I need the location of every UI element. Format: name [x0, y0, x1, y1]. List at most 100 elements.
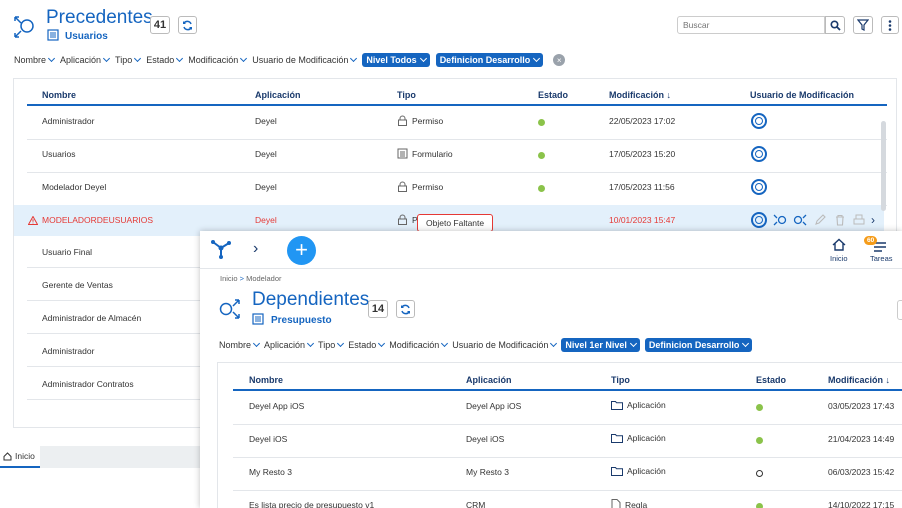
filter-usuario-modificacion[interactable]: Usuario de Modificación	[252, 55, 356, 65]
clear-filter-button[interactable]	[853, 16, 873, 34]
definition-filter-pill[interactable]: Definicion Desarrollo	[644, 338, 753, 352]
level-filter-pill[interactable]: Nivel 1er Nivel	[561, 338, 640, 352]
dependents-action-icon[interactable]	[793, 214, 807, 226]
row-app: My Resto 3	[466, 467, 509, 477]
row-name: Administrador	[42, 116, 95, 126]
table-row[interactable]: Usuarios Deyel Formulario 17/05/2023 15:…	[27, 139, 887, 172]
breadcrumb-item-inicio[interactable]: Inicio	[220, 274, 238, 283]
row-name: Deyel iOS	[249, 434, 288, 444]
delete-icon[interactable]	[834, 214, 846, 226]
print-icon[interactable]	[853, 214, 865, 226]
user-avatar[interactable]	[751, 146, 767, 162]
row-name: Modelador Deyel	[42, 182, 107, 192]
row-name: Deyel App iOS	[249, 401, 305, 411]
column-header-aplicacion[interactable]: Aplicación	[255, 90, 301, 100]
dependientes-table: Nombre Aplicación Tipo Estado Modificaci…	[217, 362, 902, 508]
filter-tipo[interactable]: Tipo	[115, 55, 140, 65]
table-row[interactable]: Deyel iOS Deyel iOS Aplicación 21/04/202…	[233, 424, 902, 457]
form-icon	[47, 29, 59, 41]
precedents-graph-icon	[12, 14, 36, 40]
chevron-right-icon[interactable]: ›	[871, 213, 875, 227]
row-name: Administrador Contratos	[42, 379, 134, 389]
filter-nombre[interactable]: Nombre	[219, 340, 259, 350]
folder-icon	[611, 400, 623, 410]
table-row[interactable]: Deyel App iOS Deyel App iOS Aplicación 0…	[233, 391, 902, 424]
table-row[interactable]: Es lista precio de presupuesto v1 CRM Re…	[233, 490, 902, 508]
row-date: 10/01/2023 15:47	[609, 215, 676, 225]
user-avatar[interactable]	[751, 212, 767, 228]
filter-modificacion[interactable]: Modificación	[188, 55, 246, 65]
more-options-button[interactable]	[881, 16, 899, 34]
filter-aplicacion[interactable]: Aplicación	[264, 340, 313, 350]
tareas-nav-button[interactable]: 60 Tareas	[864, 235, 896, 265]
column-header-estado[interactable]: Estado	[538, 90, 569, 100]
column-header-tipo[interactable]: Tipo	[397, 90, 416, 100]
table-row[interactable]: My Resto 3 My Resto 3 Aplicación 06/03/2…	[233, 457, 902, 490]
refresh-button[interactable]	[178, 16, 197, 34]
refresh-button[interactable]	[396, 300, 415, 318]
row-name: Gerente de Ventas	[42, 280, 113, 290]
definition-filter-pill[interactable]: Definicion Desarrollo	[435, 53, 544, 67]
status-dot	[538, 185, 545, 192]
clear-filters-icon[interactable]: ×	[553, 54, 566, 66]
column-header-modificacion[interactable]: Modificación ↓	[828, 375, 891, 385]
page-subtitle: Presupuesto	[271, 315, 332, 326]
deyel-logo-icon[interactable]	[210, 239, 232, 259]
search-box-edge[interactable]	[897, 300, 902, 320]
inicio-nav-button[interactable]: Inicio	[830, 238, 850, 264]
precedents-action-icon[interactable]	[773, 214, 787, 226]
column-header-estado[interactable]: Estado	[756, 375, 787, 385]
column-header-aplicacion[interactable]: Aplicación	[466, 375, 512, 385]
filter-tipo[interactable]: Tipo	[318, 340, 343, 350]
row-app: Deyel iOS	[466, 434, 505, 444]
search-button[interactable]	[825, 16, 845, 34]
column-header-modificacion[interactable]: Modificación ↓	[609, 90, 672, 100]
row-type: Aplicación	[611, 433, 666, 443]
row-date: 14/10/2022 17:15	[828, 500, 895, 508]
row-name: Administrador	[42, 346, 95, 356]
breadcrumb-item-modelador[interactable]: Modelador	[246, 274, 282, 283]
row-app: Deyel	[255, 215, 277, 225]
scrollbar[interactable]	[881, 121, 886, 211]
expand-menu-icon[interactable]: ›	[253, 240, 259, 257]
filter-estado[interactable]: Estado	[146, 55, 182, 65]
rule-icon	[611, 499, 621, 508]
table-row[interactable]: Administrador Deyel Permiso 22/05/2023 1…	[27, 106, 887, 139]
row-name: Usuario Final	[42, 247, 93, 257]
column-header-nombre[interactable]: Nombre	[249, 375, 284, 385]
filter-nombre[interactable]: Nombre	[14, 55, 54, 65]
row-type: Aplicación	[611, 466, 666, 476]
row-app: Deyel	[255, 182, 277, 192]
sort-down-icon: ↓	[666, 90, 672, 100]
filter-estado[interactable]: Estado	[348, 340, 384, 350]
status-dot	[756, 503, 763, 508]
column-header-tipo[interactable]: Tipo	[611, 375, 630, 385]
status-dot	[538, 119, 545, 126]
count-badge: 14	[368, 300, 388, 318]
filter-bar: Nombre Aplicación Tipo Estado Modificaci…	[219, 338, 753, 352]
edit-icon[interactable]	[814, 214, 826, 226]
table-row[interactable]: Modelador Deyel Deyel Permiso 17/05/2023…	[27, 172, 887, 205]
dependents-graph-icon	[219, 297, 241, 321]
new-button[interactable]: +	[287, 236, 316, 265]
row-name: Administrador de Almacén	[42, 313, 142, 323]
filter-aplicacion[interactable]: Aplicación	[60, 55, 109, 65]
status-dot	[756, 404, 763, 411]
row-app: Deyel App iOS	[466, 401, 522, 411]
breadcrumb: Inicio > Modelador	[220, 274, 282, 283]
search-input[interactable]	[677, 16, 825, 34]
column-header-nombre[interactable]: Nombre	[42, 90, 77, 100]
row-date: 21/04/2023 14:49	[828, 434, 895, 444]
folder-icon	[611, 433, 623, 443]
column-header-usuario[interactable]: Usuario de Modificación	[750, 90, 855, 100]
home-icon	[832, 238, 846, 251]
user-avatar[interactable]	[751, 179, 767, 195]
refresh-icon	[400, 304, 411, 315]
user-avatar[interactable]	[751, 113, 767, 129]
row-app: Deyel	[255, 149, 277, 159]
tab-inicio[interactable]: Inicio	[0, 446, 40, 468]
filter-bar: Nombre Aplicación Tipo Estado Modificaci…	[14, 53, 566, 67]
level-filter-pill[interactable]: Nivel Todos	[362, 53, 430, 67]
filter-usuario-modificacion[interactable]: Usuario de Modificación	[452, 340, 556, 350]
filter-modificacion[interactable]: Modificación	[389, 340, 447, 350]
